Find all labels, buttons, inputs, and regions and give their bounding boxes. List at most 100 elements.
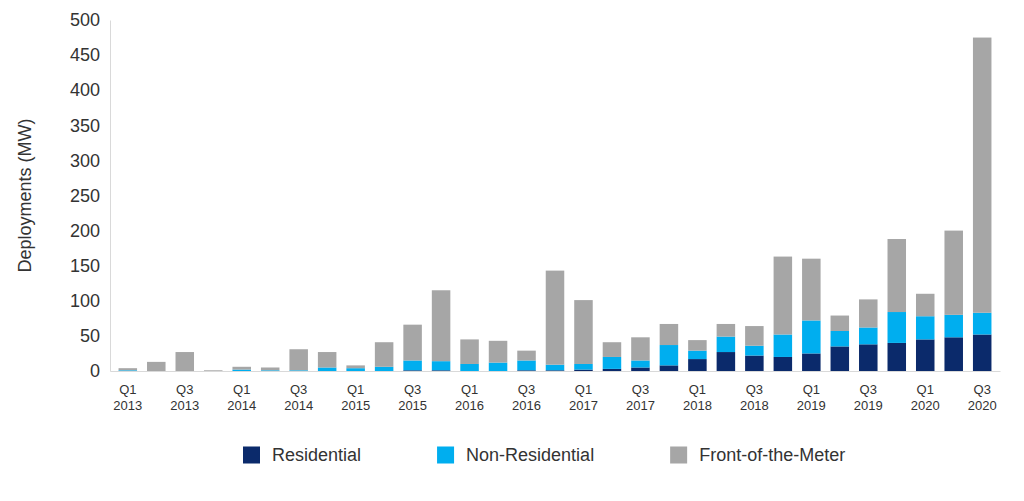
bar-segment: [774, 357, 793, 371]
bar-segment: [403, 360, 422, 370]
bar-segment: [232, 370, 251, 371]
tick: Q12018: [683, 371, 712, 413]
bar-segment: [717, 324, 736, 337]
tick-label-line: Q3: [176, 382, 193, 397]
tick: Q32019: [854, 371, 883, 413]
bar-segment: [289, 371, 308, 372]
bar-segment: [204, 371, 223, 372]
bar-segment: [802, 353, 821, 371]
bar-segment: [517, 360, 536, 370]
bar-segment: [232, 367, 251, 370]
bar-segment: [888, 239, 907, 312]
tick: 350: [70, 116, 110, 136]
bars: [119, 38, 992, 371]
bar-segment: [517, 351, 536, 361]
tick: 150: [70, 256, 110, 276]
bar-segment: [688, 340, 707, 351]
tick: Q12013: [113, 371, 142, 413]
tick: Q12017: [569, 371, 598, 413]
tick: 500: [70, 10, 110, 30]
tick: Q12016: [455, 371, 484, 413]
tick-label-line: 2019: [854, 398, 883, 413]
bar-segment: [745, 356, 764, 371]
tick-label: 100: [70, 291, 100, 311]
bar-segment: [831, 331, 850, 346]
bar-segment: [802, 320, 821, 353]
tick-label: Q32016: [512, 382, 541, 413]
bar-segment: [204, 371, 223, 372]
tick-label-line: 2014: [284, 398, 313, 413]
bar-segment: [261, 371, 280, 372]
bar-segment: [346, 368, 365, 371]
bar-segment: [460, 339, 479, 364]
tick-label-line: 2013: [170, 398, 199, 413]
tick-label: 0: [90, 361, 100, 381]
tick: Q32014: [284, 371, 313, 413]
bar-segment: [802, 259, 821, 321]
bar-segment: [546, 271, 565, 365]
tick-label-line: 2013: [113, 398, 142, 413]
bar-segment: [944, 315, 963, 337]
y-axis: 0 50 100 150 200 250 300 350 400 450 500: [70, 10, 111, 381]
tick-label-line: Q3: [290, 382, 307, 397]
tick-label: Q12019: [797, 382, 826, 413]
bar-segment: [432, 290, 451, 361]
bar-segment: [631, 367, 650, 371]
tick-label: Q12015: [341, 382, 370, 413]
legend-swatch: [670, 447, 687, 464]
bar-segment: [944, 231, 963, 315]
tick-label-line: Q3: [746, 382, 763, 397]
bar-segment: [973, 334, 992, 371]
bar-segment: [574, 364, 593, 370]
bar-segment: [859, 344, 878, 371]
bar-segment: [631, 360, 650, 367]
bar-segment: [546, 365, 565, 371]
tick-label: 300: [70, 151, 100, 171]
tick: 300: [70, 151, 110, 171]
tick-label: Q12014: [227, 382, 256, 413]
tick-label-line: 2017: [569, 398, 598, 413]
tick-label: 150: [70, 256, 100, 276]
tick-label-line: 2018: [683, 398, 712, 413]
tick: 50: [80, 326, 110, 346]
tick-label-line: 2020: [911, 398, 940, 413]
tick-label-line: Q1: [575, 382, 592, 397]
tick-label: Q12020: [911, 382, 940, 413]
bar-segment: [232, 371, 251, 372]
tick-label-line: Q1: [689, 382, 706, 397]
bar-segment: [831, 316, 850, 331]
bar-segment: [888, 343, 907, 371]
tick-label-line: Q1: [119, 382, 136, 397]
bar-segment: [375, 367, 394, 371]
axis-title: Deployments (MW): [15, 118, 35, 272]
tick-label: Q32018: [740, 382, 769, 413]
axis-line: [110, 21, 111, 372]
tick-label: 200: [70, 221, 100, 241]
bar-segment: [831, 346, 850, 371]
bar-segment: [403, 325, 422, 361]
tick: 250: [70, 186, 110, 206]
tick: Q32015: [398, 371, 427, 413]
bar-segment: [147, 362, 166, 371]
tick: Q32013: [170, 371, 199, 413]
bar-segment: [717, 352, 736, 371]
bar-segment: [944, 337, 963, 371]
tick-label: 250: [70, 186, 100, 206]
bar-segment: [289, 349, 308, 370]
tick: 400: [70, 80, 110, 100]
legend-swatch: [243, 447, 260, 464]
tick-label-line: Q1: [461, 382, 478, 397]
bar-segment: [859, 299, 878, 327]
tick-label: 400: [70, 80, 100, 100]
tick-label: 450: [70, 45, 100, 65]
axis-line: [111, 371, 1001, 372]
tick-label: 500: [70, 10, 100, 30]
bar-segment: [432, 361, 451, 370]
tick: Q12020: [911, 371, 940, 413]
bar-segment: [916, 294, 935, 316]
bar-segment: [603, 342, 622, 357]
series: [119, 38, 992, 371]
legend-item: Residential: [243, 445, 361, 465]
tick-label: Q32013: [170, 382, 199, 413]
tick-label: Q32019: [854, 382, 883, 413]
